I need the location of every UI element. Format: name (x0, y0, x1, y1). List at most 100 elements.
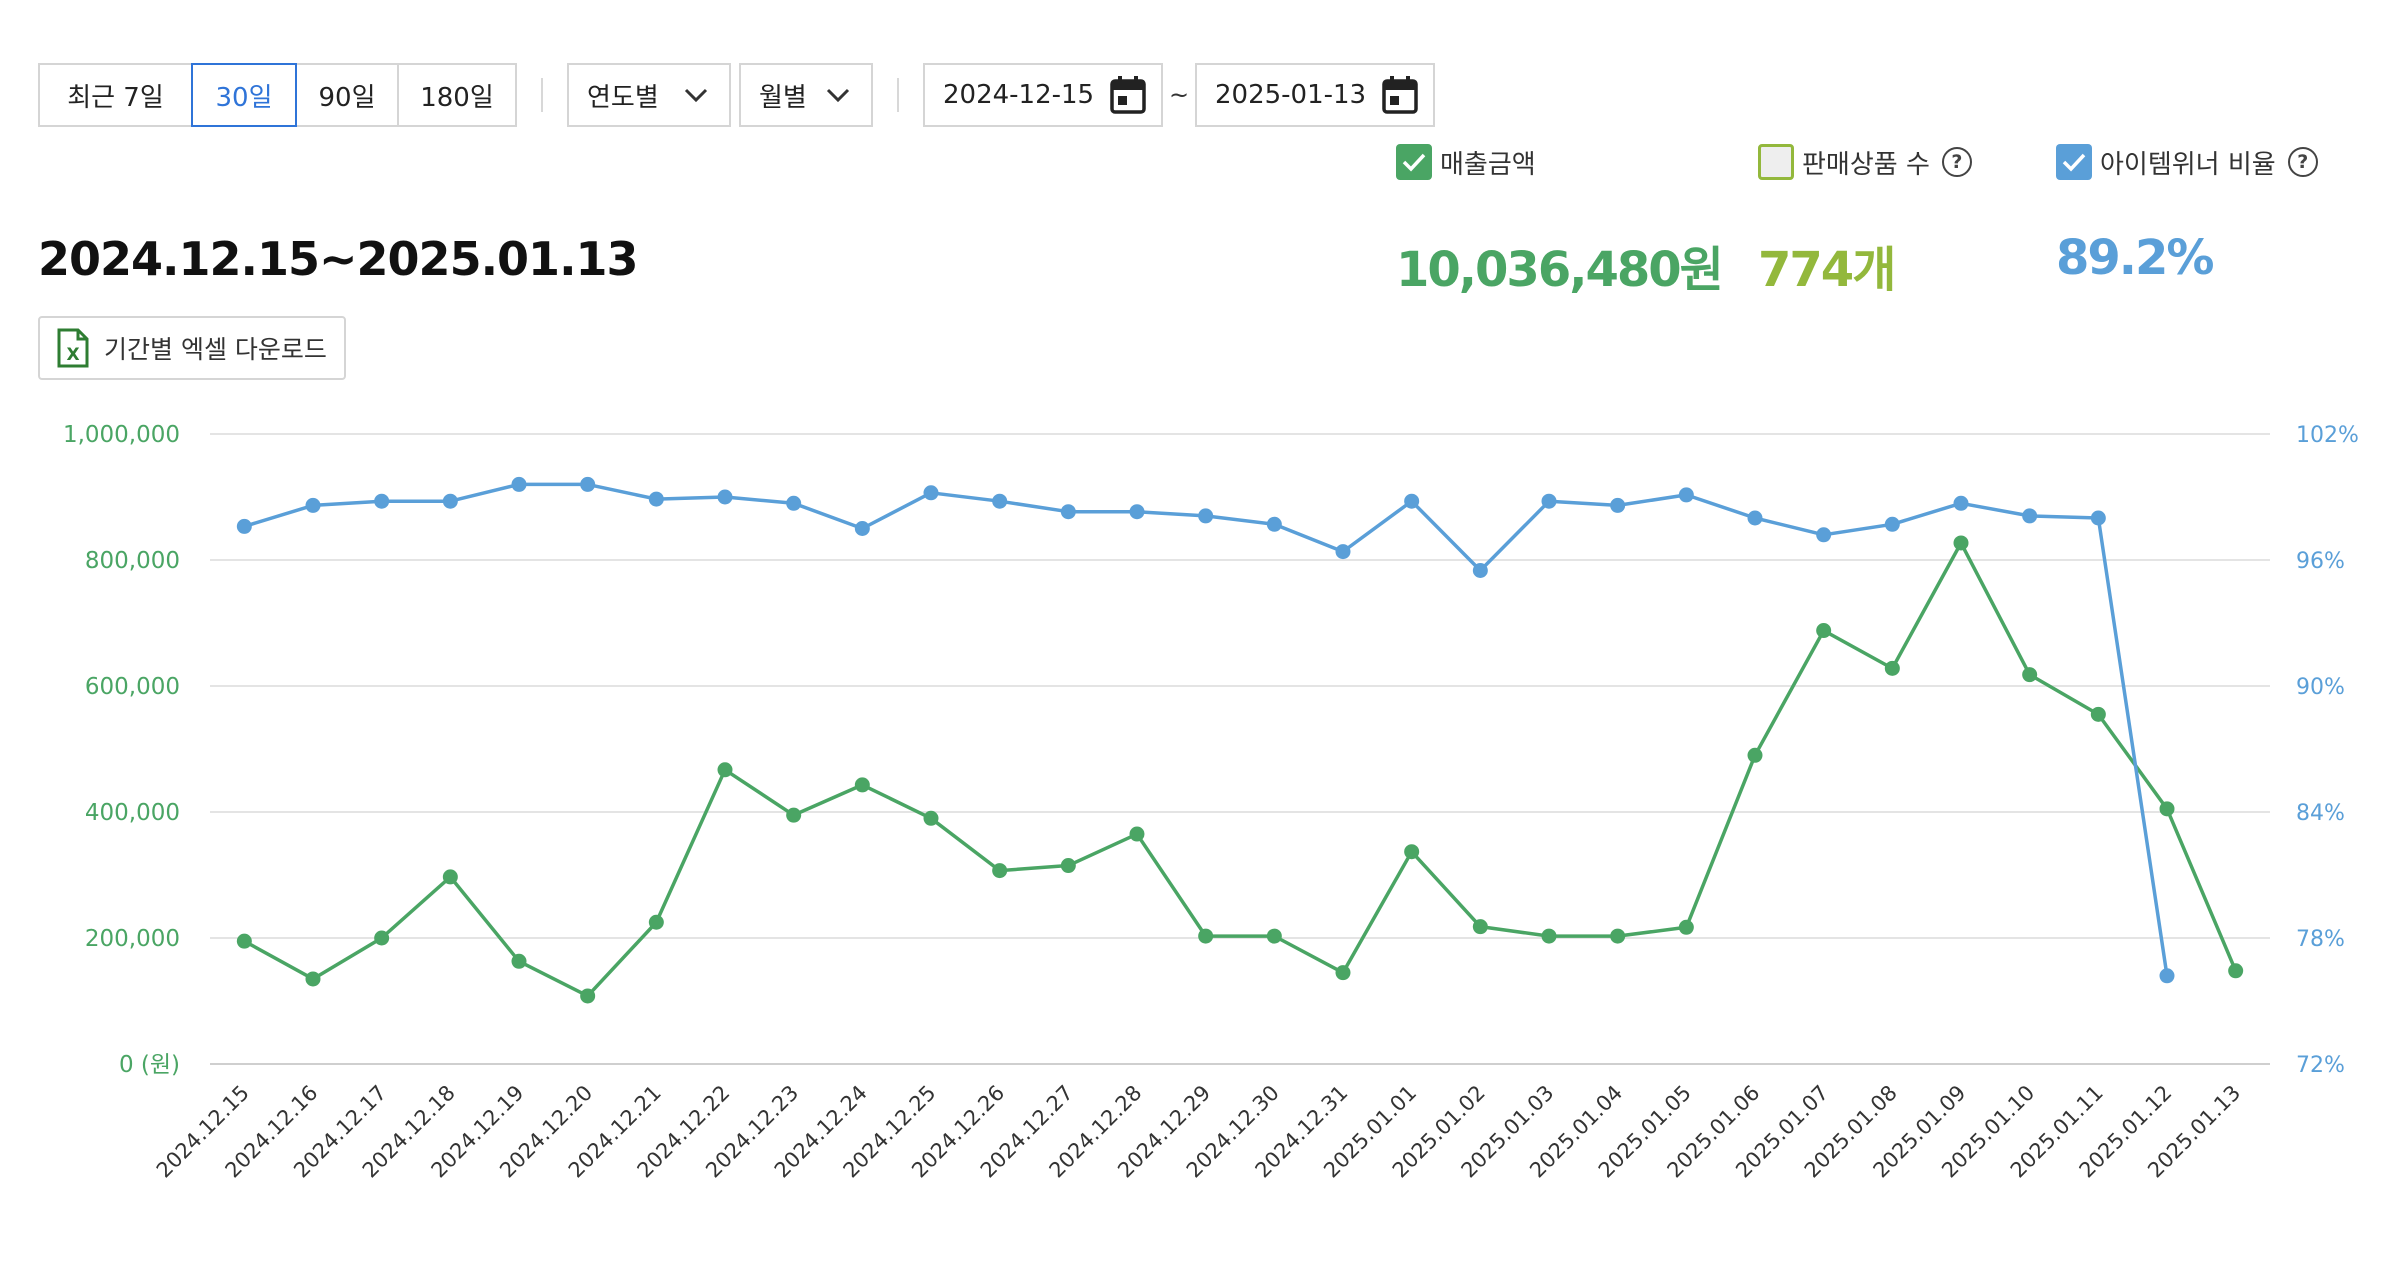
winner-data-point (1472, 563, 1488, 578)
y-axis-right-tick: 102% (2296, 423, 2359, 448)
winner-data-point (1335, 544, 1351, 560)
chevron-down-icon (826, 88, 850, 103)
winner-data-point (1747, 510, 1763, 526)
sales-toggle-label: 매출금액 (1440, 149, 1536, 180)
winner-data-point (854, 521, 870, 536)
y-axis-left-tick: 800,000 (85, 548, 180, 574)
sales-data-point (1198, 928, 1214, 944)
range-button-group: 최근 7일 30일 90일 180일 (38, 63, 517, 127)
y-axis-right-tick: 84% (2296, 801, 2345, 826)
start-date-value: 2024-12-15 (943, 80, 1095, 110)
winner-data-point (374, 493, 390, 509)
winner-data-point (1610, 497, 1626, 513)
sales-data-point (442, 869, 458, 885)
date-range-separator: ~ (1168, 81, 1190, 109)
winner-data-point (1129, 504, 1145, 520)
sales-data-point (1953, 535, 1969, 551)
sales-data-point (2159, 801, 2175, 817)
sales-data-point (1610, 928, 1626, 944)
sales-data-point (854, 777, 870, 793)
chevron-down-icon (684, 88, 708, 103)
sales-data-point (1884, 660, 1900, 676)
y-axis-left-tick: 1,000,000 (63, 422, 180, 448)
sales-total: 10,036,480원 (1396, 242, 1724, 298)
sales-data-point (1060, 858, 1076, 874)
excel-file-icon: X (57, 328, 89, 368)
toolbar-divider (541, 78, 543, 112)
checkbox-unchecked-icon[interactable] (1758, 144, 1794, 180)
winner-data-point (1404, 493, 1420, 509)
calendar-icon[interactable] (1381, 75, 1419, 115)
y-axis-left-tick: 400,000 (85, 800, 180, 826)
y-axis-left-tick: 200,000 (85, 926, 180, 952)
sales-data-point (1472, 919, 1488, 935)
y-axis-left-tick: 0 (원) (119, 1052, 180, 1078)
filter-toolbar: 최근 7일 30일 90일 180일 연도별 월별 2024-12-15 ~ 2… (38, 63, 1435, 127)
winner-data-point (1953, 495, 1969, 511)
winner-data-point (923, 485, 939, 501)
range-30days-button[interactable]: 30일 (191, 63, 297, 127)
winner-data-point (442, 493, 458, 509)
toolbar-divider (897, 78, 899, 112)
monthly-select-label: 월별 (759, 82, 807, 113)
range-7days-button[interactable]: 최근 7일 (38, 63, 193, 127)
winner-data-point (580, 476, 596, 492)
range-90days-button[interactable]: 90일 (295, 63, 399, 127)
products-total: 774개 (1758, 242, 1896, 298)
checkbox-checked-icon[interactable] (2056, 144, 2092, 180)
end-date-input[interactable]: 2025-01-13 (1195, 63, 1435, 127)
sales-data-point (511, 953, 527, 969)
winner-data-point (511, 476, 527, 492)
winner-toggle[interactable]: 아이템위너 비율 ? (2056, 142, 2318, 182)
winner-data-point (1060, 504, 1076, 520)
winner-data-point (1266, 516, 1282, 532)
sales-data-point (305, 971, 321, 987)
products-toggle-label: 판매상품 수 (1802, 149, 1930, 180)
sales-data-point (1266, 928, 1282, 944)
start-date-input[interactable]: 2024-12-15 (923, 63, 1163, 127)
y-axis-right-tick: 96% (2296, 549, 2345, 574)
winner-series-line (243, 482, 2169, 977)
sales-data-point (1678, 919, 1694, 935)
sales-data-point (1404, 844, 1420, 860)
sales-data-point (2022, 667, 2038, 683)
range-180days-button[interactable]: 180일 (397, 63, 517, 127)
checkbox-checked-icon[interactable] (1396, 144, 1432, 180)
winner-data-point (2090, 510, 2106, 526)
winner-data-point (648, 491, 664, 507)
winner-data-point (2159, 968, 2175, 984)
y-axis-right-tick: 78% (2296, 927, 2345, 952)
yearly-select-label: 연도별 (587, 82, 659, 113)
sales-data-point (2228, 963, 2244, 979)
help-icon[interactable]: ? (2287, 147, 2318, 177)
winner-data-point (1198, 508, 1214, 524)
sales-data-point (648, 914, 664, 930)
help-icon[interactable]: ? (1941, 147, 1972, 177)
svg-text:X: X (66, 345, 79, 365)
monthly-select[interactable]: 월별 (739, 63, 873, 127)
sales-data-point (923, 810, 939, 826)
winner-data-point (2022, 508, 2038, 524)
sales-data-point (786, 807, 802, 823)
sales-data-point (2090, 706, 2106, 722)
winner-data-point (1678, 487, 1694, 503)
calendar-icon[interactable] (1109, 75, 1147, 115)
sales-data-point (374, 930, 390, 946)
sales-data-point (1747, 747, 1763, 763)
yearly-select[interactable]: 연도별 (567, 63, 731, 127)
excel-download-button[interactable]: X 기간별 엑셀 다운로드 (38, 316, 346, 380)
winner-data-point (992, 493, 1008, 509)
sales-toggle[interactable]: 매출금액 (1396, 142, 1536, 182)
sales-data-point (580, 988, 596, 1004)
winner-data-point (1884, 516, 1900, 532)
excel-download-label: 기간별 엑셀 다운로드 (104, 335, 327, 364)
winner-data-point (717, 489, 733, 505)
y-axis-left-tick: 600,000 (85, 674, 180, 700)
sales-data-point (1816, 623, 1832, 639)
winner-toggle-label: 아이템위너 비율 (2100, 149, 2276, 180)
period-title: 2024.12.15~2025.01.13 (38, 232, 639, 286)
winner-ratio: 89.2% (2056, 230, 2215, 286)
products-toggle[interactable]: 판매상품 수 ? (1758, 142, 1972, 182)
sales-data-point (717, 762, 733, 778)
